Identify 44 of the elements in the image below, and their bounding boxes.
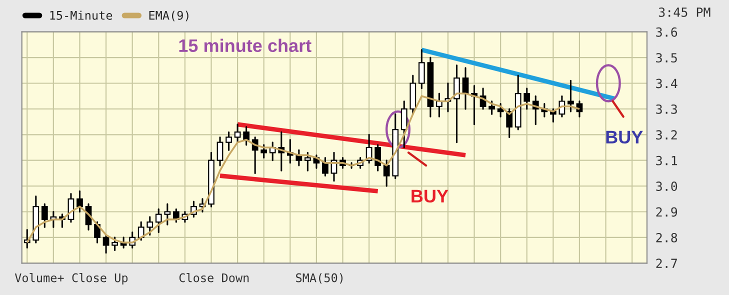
candlestick (226, 131, 232, 151)
candlestick (164, 203, 171, 226)
chart-title: 15 minute chart (179, 38, 312, 52)
candlestick (383, 160, 390, 187)
y-tick-label: 3.6 (656, 27, 678, 37)
legend-label: EMA(9) (149, 10, 188, 22)
y-tick-label: 3.2 (656, 130, 677, 140)
legend-label: 15-Minute (50, 10, 112, 20)
text: Close Down (179, 273, 249, 282)
text: Volume+ Close Up (14, 273, 128, 285)
candlestick (497, 103, 504, 118)
candlestick (155, 208, 162, 234)
candlestick (568, 80, 574, 112)
text: 3:45 PM (658, 7, 710, 17)
candlestick (102, 234, 110, 254)
y-tick-label: 3.4 (656, 78, 678, 88)
candlestick (146, 216, 154, 236)
y-tick-label: 3.3 (656, 104, 677, 114)
candlestick (488, 100, 495, 115)
candlestick (76, 190, 83, 213)
text: SMA(50) (296, 273, 343, 284)
y-tick-label: 3.5 (656, 53, 677, 63)
candlestick (322, 157, 328, 177)
candlestick (94, 221, 100, 244)
y-tick-label: 3.1 (656, 156, 678, 166)
candlestick (234, 124, 241, 144)
y-tick-label: 2.9 (656, 207, 678, 217)
y-tick-label: 2.8 (656, 232, 678, 242)
candlestick (41, 203, 48, 228)
candlestick (374, 144, 382, 172)
candlestick (304, 152, 311, 172)
candlestick (216, 136, 224, 166)
y-tick-label: 2.7 (656, 258, 677, 268)
candlestick (243, 126, 250, 146)
candlestick (418, 49, 425, 90)
candlestick (138, 221, 144, 241)
annotation: BUY (606, 130, 643, 144)
annotation: BUY (412, 190, 448, 202)
candlestick (260, 144, 268, 159)
candlestick (454, 64, 460, 144)
candlestick (112, 236, 118, 252)
candlestick (524, 88, 530, 110)
candlestick (400, 100, 408, 148)
y-tick-label: 3.0 (656, 182, 678, 192)
